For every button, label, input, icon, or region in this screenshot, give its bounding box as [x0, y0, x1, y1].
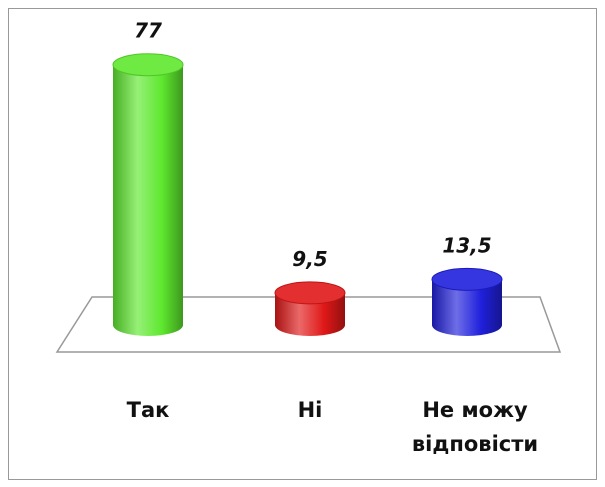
- bar-top: [112, 53, 184, 77]
- bar-top: [274, 281, 346, 305]
- floor: [55, 296, 562, 353]
- bar-top: [431, 267, 503, 291]
- value-label: 13,5: [442, 233, 491, 257]
- value-label: 9,5: [292, 247, 327, 271]
- category-label: Так: [126, 398, 170, 422]
- category-label: Не можу відповісти: [411, 398, 539, 456]
- category-label: Ні: [297, 398, 323, 422]
- chart-frame: [8, 8, 597, 480]
- value-label: 77: [134, 19, 162, 43]
- bar: [113, 64, 183, 326]
